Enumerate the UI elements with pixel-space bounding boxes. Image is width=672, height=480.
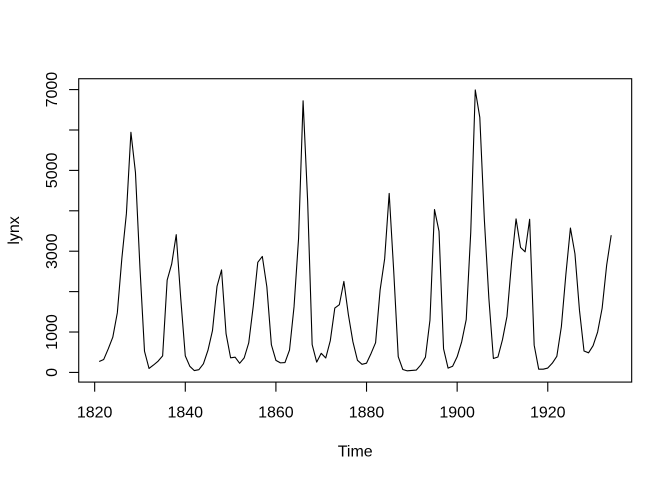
- svg-text:1880: 1880: [349, 404, 385, 421]
- svg-text:7000: 7000: [44, 72, 61, 108]
- svg-text:5000: 5000: [44, 153, 61, 189]
- svg-text:1820: 1820: [77, 404, 113, 421]
- svg-text:1840: 1840: [167, 404, 203, 421]
- svg-text:3000: 3000: [44, 233, 61, 269]
- svg-text:Time: Time: [338, 443, 373, 460]
- svg-text:1860: 1860: [258, 404, 294, 421]
- svg-text:1000: 1000: [44, 314, 61, 350]
- svg-text:1920: 1920: [530, 404, 566, 421]
- svg-text:1900: 1900: [439, 404, 475, 421]
- svg-text:lynx: lynx: [6, 216, 23, 244]
- svg-text:0: 0: [44, 368, 61, 377]
